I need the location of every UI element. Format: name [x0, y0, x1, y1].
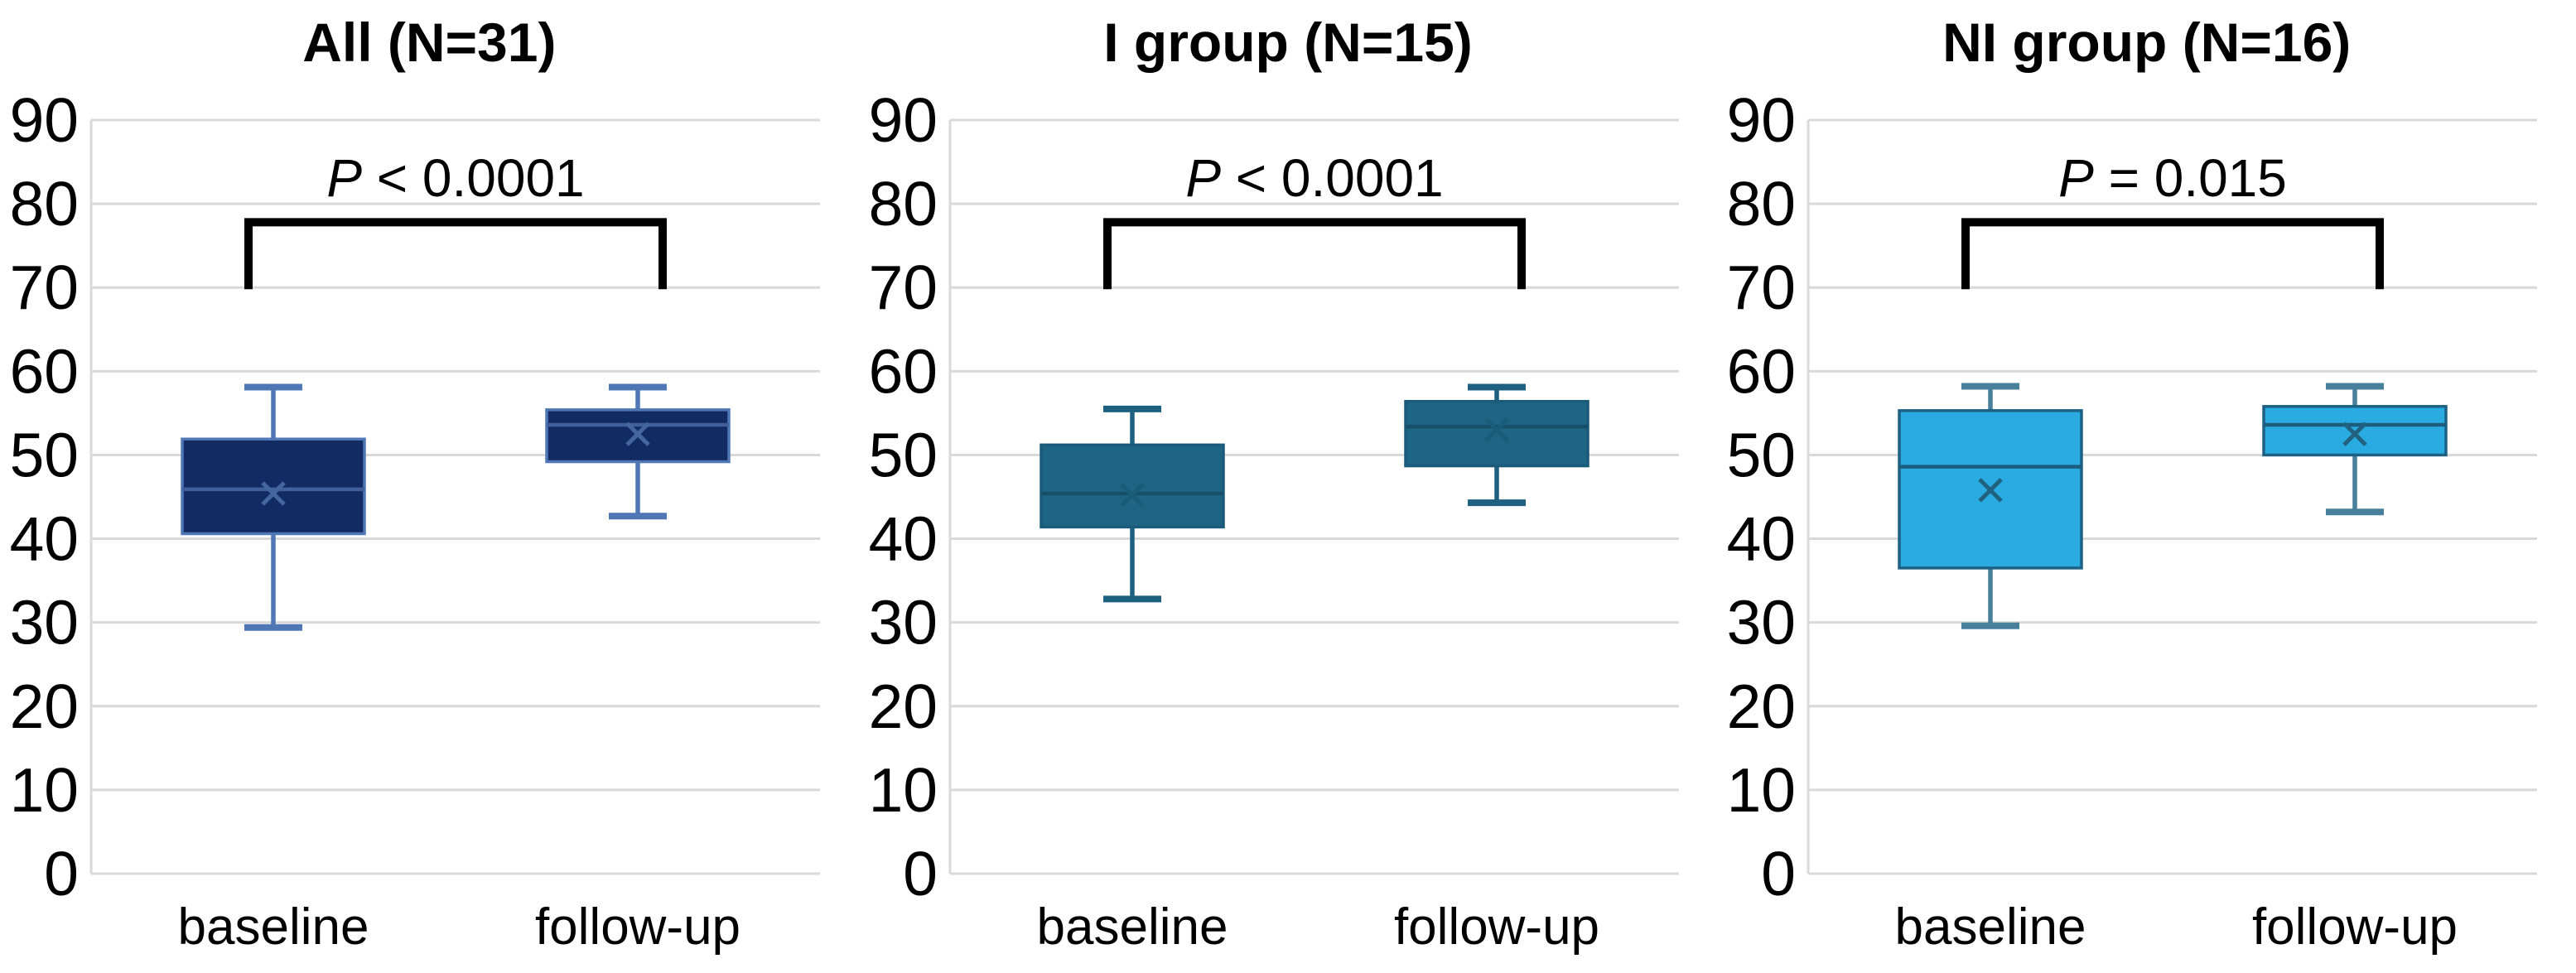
mean-x-marker — [1978, 478, 2004, 503]
mean-x-marker — [1483, 417, 1509, 442]
panel-i-group: I group (N=15) 0 10 20 30 40 50 60 70 80 90 baseli… — [859, 0, 1718, 973]
y-tick-label: 40 — [1727, 504, 1796, 574]
y-tick-label: 40 — [868, 504, 937, 574]
mean-x-marker — [1119, 483, 1145, 508]
y-tick-label: 20 — [1727, 672, 1796, 741]
y-tick-label: 50 — [1727, 420, 1796, 489]
y-tick-label: 10 — [1727, 755, 1796, 825]
x-category-label: follow-up — [535, 898, 740, 956]
iqr-box — [1403, 399, 1589, 468]
panel-title: All (N=31) — [302, 12, 557, 73]
p-value-italic-p: P — [2058, 148, 2094, 208]
p-value-text: = 0.015 — [2094, 148, 2287, 208]
mean-x-marker — [261, 481, 286, 506]
significance-bracket — [1961, 218, 2385, 290]
y-tick-label: 60 — [1727, 336, 1796, 406]
y-tick-label: 50 — [868, 420, 937, 489]
p-value-text: < 0.0001 — [362, 148, 585, 208]
y-tick-label: 80 — [868, 169, 937, 238]
x-category-label: baseline — [178, 898, 369, 956]
y-tick-label: 30 — [10, 588, 79, 657]
y-tick-label: 70 — [10, 253, 79, 322]
x-category-label: baseline — [1036, 898, 1228, 956]
y-tick-label: 70 — [868, 253, 937, 322]
y-tick-label: 60 — [868, 336, 937, 406]
p-value-italic-p: P — [1185, 148, 1221, 208]
y-tick-label: 0 — [1762, 839, 1797, 908]
p-value-label: P < 0.0001 — [326, 148, 584, 208]
y-tick-label: 80 — [10, 169, 79, 238]
p-value-text: < 0.0001 — [1221, 148, 1444, 208]
y-tick-label: 90 — [1727, 85, 1796, 155]
iqr-box — [181, 437, 366, 536]
significance-bracket — [1102, 218, 1526, 290]
y-tick-label: 10 — [868, 755, 937, 825]
p-value-italic-p: P — [326, 148, 362, 208]
p-value-label: P = 0.015 — [2058, 148, 2287, 208]
boxplot-panel-svg-all: 0 10 20 30 40 50 60 70 80 90 baseline follow-up P < … — [10, 85, 820, 956]
significance-bracket — [244, 218, 667, 290]
y-tick-label: 30 — [868, 588, 937, 657]
p-value-label: P < 0.0001 — [1185, 148, 1443, 208]
panel-ni-group: NI group (N=16) 0 10 20 30 40 50 60 70 80 90 basel… — [1717, 0, 2576, 973]
y-tick-label: 0 — [44, 839, 79, 908]
boxplot-panel-svg-ni-group: 0 10 20 30 40 50 60 70 80 90 baseline follow-up P = … — [1727, 85, 2538, 956]
y-tick-label: 40 — [10, 504, 79, 574]
iqr-box — [1039, 443, 1225, 529]
y-tick-label: 0 — [903, 839, 938, 908]
iqr-box — [2262, 405, 2448, 457]
y-tick-label: 20 — [868, 672, 937, 741]
x-category-label: baseline — [1895, 898, 2086, 956]
y-tick-label: 50 — [10, 420, 79, 489]
y-tick-label: 10 — [10, 755, 79, 825]
x-category-label: follow-up — [2252, 898, 2458, 956]
y-tick-label: 60 — [10, 336, 79, 406]
boxplot-panel-svg-i-group: 0 10 20 30 40 50 60 70 80 90 baseline follow-up P < … — [868, 85, 1679, 956]
panel-title: NI group (N=16) — [1942, 12, 2352, 73]
y-tick-label: 70 — [1727, 253, 1796, 322]
x-category-label: follow-up — [1394, 898, 1599, 956]
y-tick-label: 90 — [10, 85, 79, 155]
y-tick-label: 90 — [868, 85, 937, 155]
panel-all: All (N=31) 0 10 20 30 40 50 60 70 80 90 baseline fo… — [0, 0, 859, 973]
mean-x-marker — [625, 421, 650, 446]
y-tick-label: 20 — [10, 672, 79, 741]
y-tick-label: 30 — [1727, 588, 1796, 657]
panel-title: I group (N=15) — [1103, 12, 1473, 73]
y-tick-label: 80 — [1727, 169, 1796, 238]
mean-x-marker — [2342, 421, 2368, 446]
